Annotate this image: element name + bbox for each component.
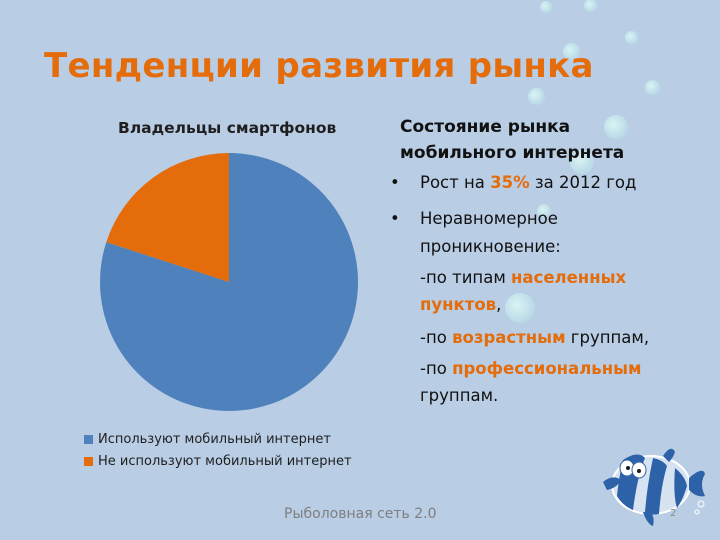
fish-mascot-icon: [603, 448, 705, 526]
bullet-text: Рост на: [420, 173, 491, 192]
bubble-decoration: [528, 88, 545, 105]
highlight-settlements: населенных: [511, 268, 627, 287]
legend-label: Используют мобильный интернет: [98, 431, 331, 447]
legend-label: Не используют мобильный интернет: [98, 453, 352, 469]
legend-swatch-orange: [84, 456, 93, 466]
bubble-decoration: [570, 150, 594, 174]
subitem-age-groups: -по возрастным группам,: [386, 322, 706, 353]
bullet-continuation: проникновение:: [420, 237, 561, 256]
bullet-icon: •: [390, 209, 400, 228]
subitem-text: ,: [496, 295, 502, 314]
slide-title: Тенденции развития рынка: [44, 46, 594, 86]
bubble-decoration: [505, 293, 535, 323]
highlight-professional: профессиональным: [452, 359, 642, 378]
bullet-uneven-penetration: • Неравномерное: [386, 205, 706, 232]
subitem-text: группам,: [565, 328, 650, 347]
chart-title: Владельцы смартфонов: [118, 119, 337, 137]
bubble-decoration: [540, 1, 552, 13]
subitem-settlement-types: -по типам населенных: [386, 262, 706, 294]
bubble-decoration: [563, 43, 580, 60]
subitem-text: -по типам: [420, 268, 512, 287]
legend-item-uses-internet: Используют мобильный интернет: [84, 428, 352, 450]
slide-number: 2: [670, 508, 677, 519]
heading-line-2: мобильного интернета: [400, 143, 625, 163]
subitem-text: -по: [420, 359, 453, 378]
subitem-text: -по: [420, 328, 453, 347]
heading-line-1: Состояние рынка: [400, 117, 571, 137]
pie-slice-not-uses-internet: [106, 153, 229, 282]
subitem-professional-groups: -по профессиональным: [386, 353, 706, 384]
pie-chart: [99, 153, 359, 411]
subitem-professional-groups-cont: группам.: [420, 386, 499, 405]
footer-text: Рыболовная сеть 2.0: [284, 506, 437, 522]
bubble-decoration: [537, 204, 551, 218]
legend-item-not-uses-internet: Не используют мобильный интернет: [84, 450, 352, 472]
market-state-text: Состояние рынка мобильного интернета • Р…: [386, 114, 706, 408]
bullet-icon: •: [390, 173, 400, 192]
highlight-points: пунктов: [420, 295, 497, 314]
chart-legend: Используют мобильный интернет Не использ…: [84, 428, 352, 472]
highlight-growth-percent: 35%: [490, 173, 530, 192]
subitem-settlement-types-cont: пунктов,: [386, 294, 706, 316]
bubble-decoration: [604, 115, 628, 139]
bubble-decoration: [584, 0, 597, 12]
section-heading: Состояние рынка мобильного интернета: [400, 114, 706, 166]
highlight-age: возрастным: [452, 328, 566, 347]
bubble-decoration: [645, 80, 660, 95]
pie-slices: [99, 153, 359, 411]
bubble-decoration: [625, 31, 638, 44]
bullet-growth: • Рост на 35% за 2012 год: [386, 169, 706, 196]
bullet-text: Неравномерное: [420, 209, 558, 228]
bullet-text: за 2012 год: [529, 173, 637, 192]
legend-swatch-blue: [84, 434, 93, 444]
